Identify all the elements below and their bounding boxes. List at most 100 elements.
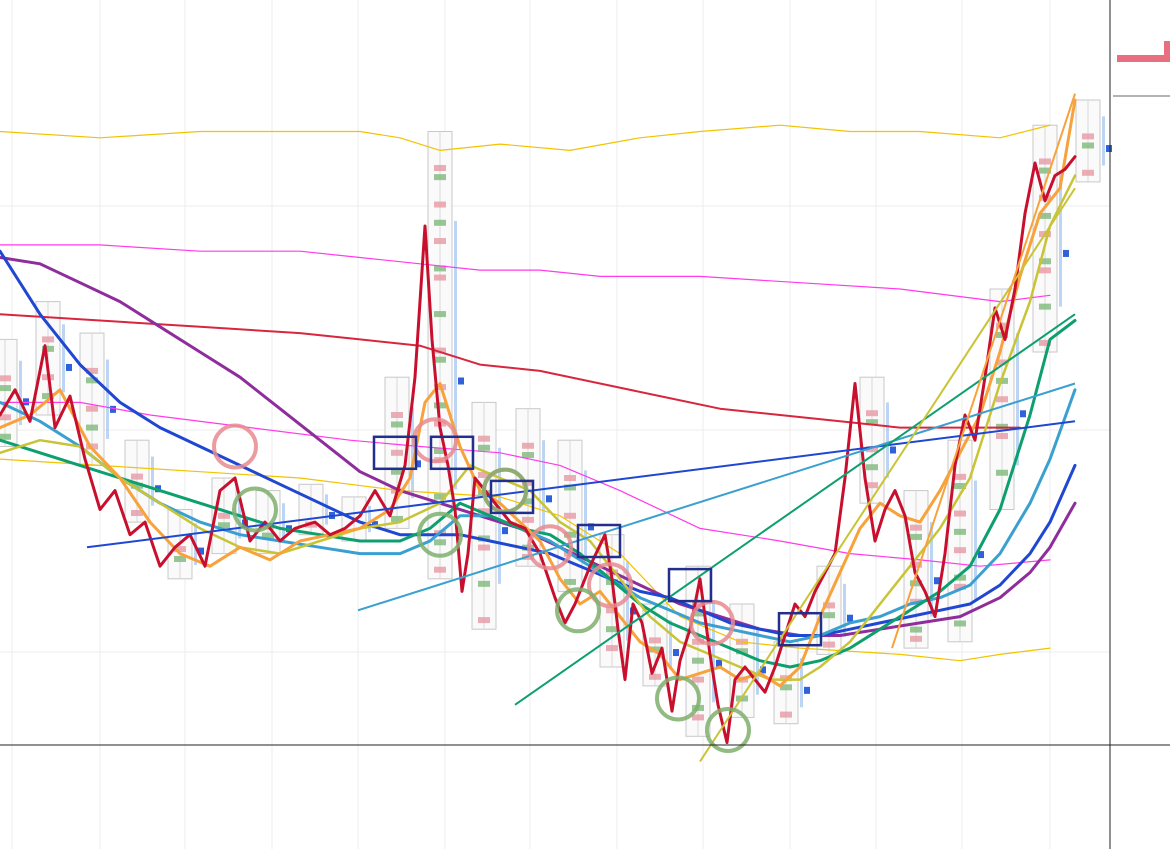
footprint-imbalance-cell bbox=[780, 711, 792, 718]
footprint-imbalance-cell bbox=[434, 238, 446, 245]
footprint-imbalance-cell bbox=[1039, 258, 1051, 265]
footprint-imbalance-cell bbox=[954, 574, 966, 581]
trendline-3 bbox=[699, 187, 1076, 763]
footprint-imbalance-cell bbox=[1082, 142, 1094, 149]
footprint-column-14 bbox=[599, 534, 636, 668]
footprint-imbalance-cell bbox=[954, 473, 966, 480]
square-marker-2 bbox=[489, 479, 535, 515]
footprint-imbalance-cell bbox=[391, 515, 403, 522]
footprint-imbalance-cell bbox=[478, 444, 490, 451]
footprint-column-7 bbox=[298, 483, 335, 536]
footprint-imbalance-cell bbox=[866, 482, 878, 489]
footprint-imbalance-cell bbox=[606, 607, 618, 614]
footprint-imbalance-cell bbox=[0, 433, 11, 440]
volume-profile-bar bbox=[1059, 170, 1062, 307]
footprint-imbalance-cell bbox=[0, 414, 11, 421]
footprint-imbalance-cell bbox=[866, 446, 878, 453]
footprint-imbalance-cell bbox=[692, 638, 704, 645]
square-marker-4 bbox=[667, 567, 713, 603]
footprint-imbalance-cell bbox=[478, 435, 490, 442]
volume-profile-bar bbox=[974, 480, 977, 602]
square-marker-1 bbox=[429, 435, 475, 471]
footprint-imbalance-cell bbox=[131, 473, 143, 480]
footprint-imbalance-cell bbox=[866, 419, 878, 426]
volume-profile-bar bbox=[454, 220, 457, 490]
footprint-imbalance-cell bbox=[1039, 339, 1051, 346]
volume-profile-bar bbox=[325, 494, 328, 525]
volume-profile-bar bbox=[800, 658, 803, 708]
markers bbox=[212, 417, 823, 753]
footprint-imbalance-cell bbox=[391, 449, 403, 456]
series-band-upper bbox=[0, 244, 1051, 303]
square-marker-0 bbox=[372, 435, 418, 471]
volume-profile-bar bbox=[368, 505, 371, 533]
footprint-imbalance-cell bbox=[910, 533, 922, 540]
volume-profile-bar bbox=[411, 407, 414, 499]
series-ma-long-red bbox=[0, 313, 1021, 429]
footprint-imbalance-cell bbox=[42, 336, 54, 343]
footprint-imbalance-cell bbox=[522, 498, 534, 505]
trendlines bbox=[86, 93, 1076, 763]
volume-profile-bar bbox=[712, 600, 715, 703]
footprint-imbalance-cell bbox=[910, 524, 922, 531]
current-price-marker-tick bbox=[1164, 41, 1170, 57]
footprint-imbalance-cell bbox=[736, 648, 748, 655]
poc-marker bbox=[588, 523, 594, 531]
poc-marker bbox=[1020, 410, 1026, 418]
footprint-imbalance-cell bbox=[564, 475, 576, 481]
footprint-imbalance-cell bbox=[478, 544, 490, 551]
volume-profile-bar bbox=[930, 522, 933, 617]
poc-marker bbox=[1106, 145, 1112, 153]
poc-marker bbox=[502, 527, 508, 535]
poc-marker bbox=[890, 446, 896, 454]
poc-marker bbox=[934, 577, 940, 585]
footprint-imbalance-cell bbox=[0, 375, 11, 382]
footprint-imbalance-cell bbox=[910, 635, 922, 642]
poc-marker bbox=[198, 547, 204, 555]
poc-marker bbox=[110, 405, 116, 413]
poc-marker bbox=[804, 686, 810, 694]
footprint-imbalance-cell bbox=[564, 531, 576, 538]
poc-marker bbox=[415, 460, 421, 468]
footprint-imbalance-cell bbox=[434, 165, 446, 172]
footprint-imbalance-cell bbox=[1039, 303, 1051, 310]
poc-marker bbox=[716, 659, 722, 667]
footprint-imbalance-cell bbox=[606, 645, 618, 652]
volume-profile-bar bbox=[106, 359, 109, 439]
poc-marker bbox=[978, 551, 984, 559]
footprint-column-3 bbox=[124, 439, 161, 523]
poc-marker bbox=[372, 521, 378, 529]
footprint-imbalance-cell bbox=[218, 522, 230, 529]
volume-profile-bar bbox=[1102, 116, 1105, 166]
footprint-imbalance-cell bbox=[434, 265, 446, 272]
footprint-imbalance-cell bbox=[910, 626, 922, 633]
footprint-imbalance-cell bbox=[262, 532, 274, 539]
footprint-imbalance-cell bbox=[434, 311, 446, 318]
series-ma-fast bbox=[0, 98, 1077, 688]
footprint-imbalance-cell bbox=[434, 219, 446, 226]
footprint-imbalance-cell bbox=[131, 510, 143, 516]
footprint-imbalance-cell bbox=[1039, 212, 1051, 219]
square-marker-5 bbox=[777, 611, 823, 647]
circle-marker-1 bbox=[232, 486, 278, 533]
footprint-imbalance-cell bbox=[780, 684, 792, 691]
poc-marker bbox=[673, 649, 679, 657]
volume-profile-bar bbox=[19, 360, 22, 426]
current-price-marker bbox=[1117, 55, 1170, 62]
footprint-imbalance-cell bbox=[954, 510, 966, 517]
footprint-imbalance-cell bbox=[910, 580, 922, 587]
trendline-4 bbox=[891, 93, 1076, 649]
footprint-imbalance-cell bbox=[996, 359, 1008, 366]
footprint-imbalance-cell bbox=[478, 508, 490, 515]
footprint-imbalance-cell bbox=[823, 612, 835, 619]
footprint-imbalance-cell bbox=[86, 405, 98, 412]
footprint-column-25 bbox=[1075, 99, 1112, 183]
footprint-imbalance-cell bbox=[434, 566, 446, 573]
footprint-imbalance-cell bbox=[910, 561, 922, 568]
poc-marker bbox=[546, 495, 552, 503]
footprint-imbalance-cell bbox=[1082, 133, 1094, 140]
poc-marker bbox=[847, 614, 853, 622]
circle-marker-10 bbox=[655, 675, 701, 722]
